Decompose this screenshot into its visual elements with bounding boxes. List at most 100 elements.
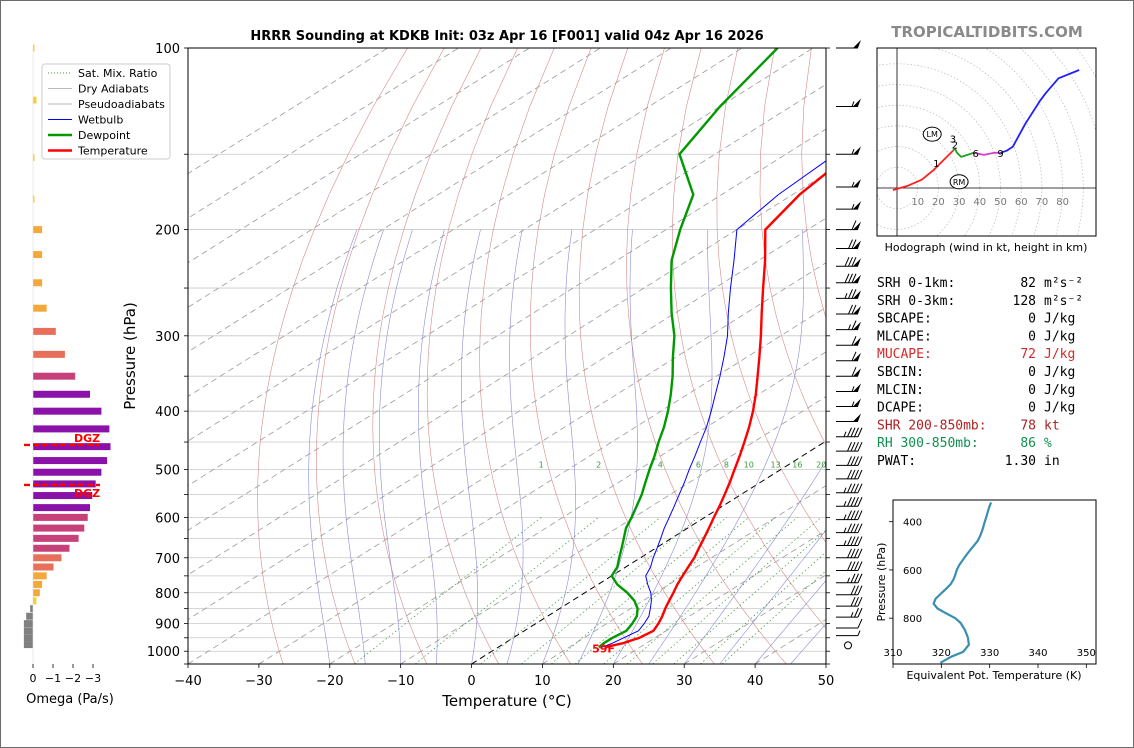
- mixing-ratio-label: 30: [861, 460, 871, 469]
- mixing-ratio-line: [700, 551, 826, 664]
- wind-barb-flag: [851, 289, 857, 299]
- wind-barb-flag: [847, 561, 852, 571]
- wind-barb-half-flag: [844, 293, 848, 299]
- stat-value: 0: [1028, 312, 1036, 327]
- wind-barb: [836, 304, 861, 315]
- isotherm-line: [188, 48, 388, 175]
- mixing-ratio-line: [414, 517, 599, 664]
- wind-barb: [836, 523, 863, 534]
- wind-barb-flag: [850, 441, 856, 452]
- hodograph-ring-label: 20: [932, 197, 945, 208]
- x-tick-label: 30: [676, 674, 693, 689]
- legend-label: Wetbulb: [78, 114, 123, 127]
- skewt-y-label: Pressure (hPa): [121, 302, 139, 410]
- y-tick-label: 100: [155, 42, 180, 57]
- stat-label: MUCAPE:: [877, 347, 932, 362]
- wind-barb-flag: [847, 536, 852, 546]
- dgz-label: DGZ: [74, 487, 100, 500]
- hodograph-ring-label: 30: [953, 197, 966, 208]
- chart-title: HRRR Sounding at KDKB Init: 03z Apr 16 […: [250, 29, 763, 44]
- wind-barb: [836, 441, 863, 452]
- stats-table: SRH 0-1km: 82 m²s⁻² SRH 0-3km: 128 m²s⁻² SBCAP…: [877, 276, 1083, 469]
- wind-barb: [836, 497, 863, 507]
- x-tick-label: 50: [818, 674, 835, 689]
- isotherm-line: [258, 306, 826, 664]
- wind-barb-flag: [857, 618, 863, 629]
- isotherm-line: [188, 48, 459, 219]
- hodograph-height-label: 3: [950, 134, 956, 145]
- wind-barb-flag: [857, 441, 863, 452]
- mixing-ratio-label: 24: [836, 460, 846, 469]
- wind-barb-pennant: [853, 146, 861, 155]
- wind-barb: [836, 146, 861, 155]
- isotherm-line: [188, 48, 814, 442]
- hodograph-segment: [973, 151, 1001, 156]
- wind-barb-flag: [844, 273, 850, 283]
- stat-label: SRH 0-1km:: [877, 276, 955, 291]
- isotherm-line: [188, 48, 601, 308]
- legend-label: Dewpoint: [78, 129, 131, 142]
- legend-box: [41, 63, 171, 160]
- wind-barb-half-flag: [857, 630, 861, 636]
- moist-adiabat-line: [378, 229, 413, 664]
- stat-value: 0: [1028, 401, 1036, 416]
- omega-x-label: Omega (Pa/s): [26, 692, 114, 707]
- dry-adiabat-line: [626, 48, 787, 664]
- wind-barb-flag: [854, 596, 859, 607]
- theta-e-x-tick-label: 330: [980, 648, 999, 659]
- hodograph-caption: Hodograph (wind in kt, height in km): [885, 241, 1088, 254]
- wind-barb-flag: [854, 510, 859, 520]
- theta-e-line: [932, 501, 993, 664]
- omega-tick-label: −2: [65, 672, 81, 685]
- hodograph-segment: [1000, 69, 1080, 154]
- wind-barb-half-flag: [843, 514, 847, 520]
- wind-barb-half-flag: [843, 540, 847, 546]
- wind-barb: [836, 256, 861, 267]
- wind-barb-flag: [850, 536, 856, 546]
- legend: Sat. Mix. Ratio Dry Adiabats Pseudoadiabat…: [41, 63, 171, 160]
- wind-barb-pennant: [853, 201, 861, 210]
- moist-adiabat-line: [790, 623, 826, 664]
- stat-label: MLCAPE:: [877, 329, 932, 344]
- wind-barb-pennant: [853, 258, 861, 267]
- wind-barb: [836, 483, 863, 494]
- hodograph-height-label: 1: [933, 159, 939, 170]
- omega-tick-label: −1: [45, 672, 61, 685]
- wind-barb-flag: [854, 561, 859, 571]
- wind-barb-flag: [851, 273, 857, 283]
- hodograph-ring-label: 80: [1056, 197, 1069, 208]
- isotherm-line: [329, 351, 826, 664]
- hodograph-segment: [892, 150, 954, 191]
- wind-barb-flag: [850, 469, 856, 480]
- y-tick-label: 700: [155, 552, 180, 567]
- watermark: TROPICALTIDBITS.COM: [891, 23, 1083, 41]
- omega-bar: [23, 634, 33, 642]
- moist-adiabat-line: [460, 229, 481, 664]
- wind-barb-pennant: [853, 305, 861, 314]
- omega-bar: [33, 513, 88, 521]
- stat-label: SBCIN:: [877, 365, 924, 380]
- omega-tick-label: 0: [30, 672, 37, 685]
- isotherm-line: [188, 48, 743, 397]
- stat-label: PWAT:: [877, 454, 916, 469]
- wind-barb: [836, 366, 861, 377]
- wind-barb-flag: [857, 456, 863, 466]
- x-tick-label: −20: [316, 674, 343, 689]
- wind-barb-flag: [850, 548, 856, 558]
- isotherm-line: [471, 440, 826, 664]
- wind-barb: [836, 398, 861, 408]
- dgz-label: DGZ: [74, 432, 100, 445]
- wind-barb-flag: [851, 220, 857, 230]
- mixing-ratio-label: 4: [658, 460, 663, 469]
- omega-bar: [33, 425, 110, 433]
- wind-barb-flag: [857, 427, 863, 437]
- omega-bar: [23, 620, 33, 628]
- skewt-background-lines: [188, 48, 826, 664]
- omega-bar: [33, 443, 111, 451]
- wind-barb: [836, 40, 861, 49]
- wind-barb-flag: [848, 289, 853, 299]
- wind-barb: [836, 383, 861, 392]
- moist-adiabat-line: [577, 229, 638, 664]
- mixing-ratio-label: 10: [744, 460, 754, 469]
- temperature-profile-line: [604, 171, 826, 649]
